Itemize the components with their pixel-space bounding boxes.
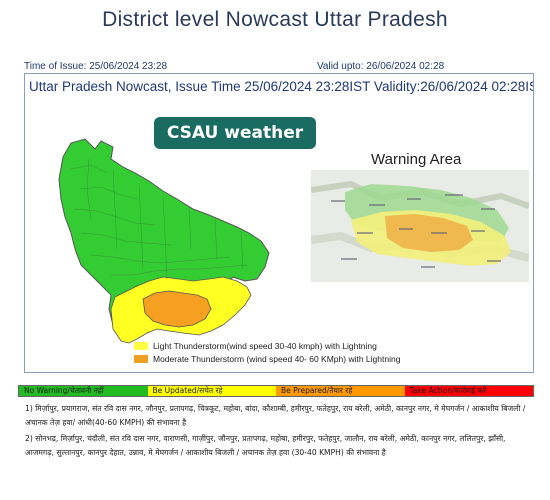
time-of-issue: Time of Issue: 25/06/2024 23:28 (24, 61, 168, 72)
warning-area-title: Warning Area (371, 151, 462, 168)
legend-swatch-moderate (134, 354, 148, 363)
forecast-notes: 1) मिर्ज़ापुर, प्रयागराज, संत रवि दास नग… (25, 402, 535, 462)
district-boundaries (70, 158, 248, 280)
legend-swatch-light (134, 341, 148, 350)
uttar-pradesh-map (58, 138, 270, 344)
valid-upto: Valid upto: 26/06/2024 02:28 (317, 61, 445, 72)
legend-item-light: Light Thunderstorm(wind speed 30-40 kmph… (134, 340, 400, 351)
nowcast-panel: Uttar Pradesh Nowcast, Issue Time 25/06/… (24, 73, 534, 373)
legend-item-moderate: Moderate Thunderstorm (wind speed 40- 60… (134, 353, 400, 364)
warning-area-map (311, 170, 529, 282)
note-item: 1) मिर्ज़ापुर, प्रयागराज, संत रवि दास नग… (25, 404, 526, 427)
warning-level-be-updated: Be Updated/सचेत रहे (147, 386, 276, 396)
inset-orange-zone (385, 214, 473, 252)
panel-heading: Uttar Pradesh Nowcast, Issue Time 25/06/… (29, 79, 534, 94)
page-title: District level Nowcast Uttar Pradesh (102, 8, 448, 31)
warning-level-take-action: Take Action/कार्रवाई करें (404, 386, 533, 396)
warning-level-no-warning: No Warning/चेतावनी नहीं (19, 386, 148, 396)
brand-badge: CSAU weather (154, 117, 316, 149)
map-legend: Light Thunderstorm(wind speed 30-40 kmph… (134, 340, 400, 366)
warning-level-be-prepared: Be Prepared/तैयार रहे (276, 386, 405, 396)
legend-label-moderate: Moderate Thunderstorm (wind speed 40- 60… (153, 353, 401, 364)
warning-scale: No Warning/चेतावनी नहीं Be Updated/सचेत … (18, 385, 534, 397)
legend-label-light: Light Thunderstorm(wind speed 30-40 kmph… (153, 340, 377, 351)
map-region-moderate-thunderstorm (142, 290, 212, 328)
note-item: 2) सोनभद्र, मिर्ज़ापुर, चंदौली, संत रवि … (25, 434, 506, 457)
